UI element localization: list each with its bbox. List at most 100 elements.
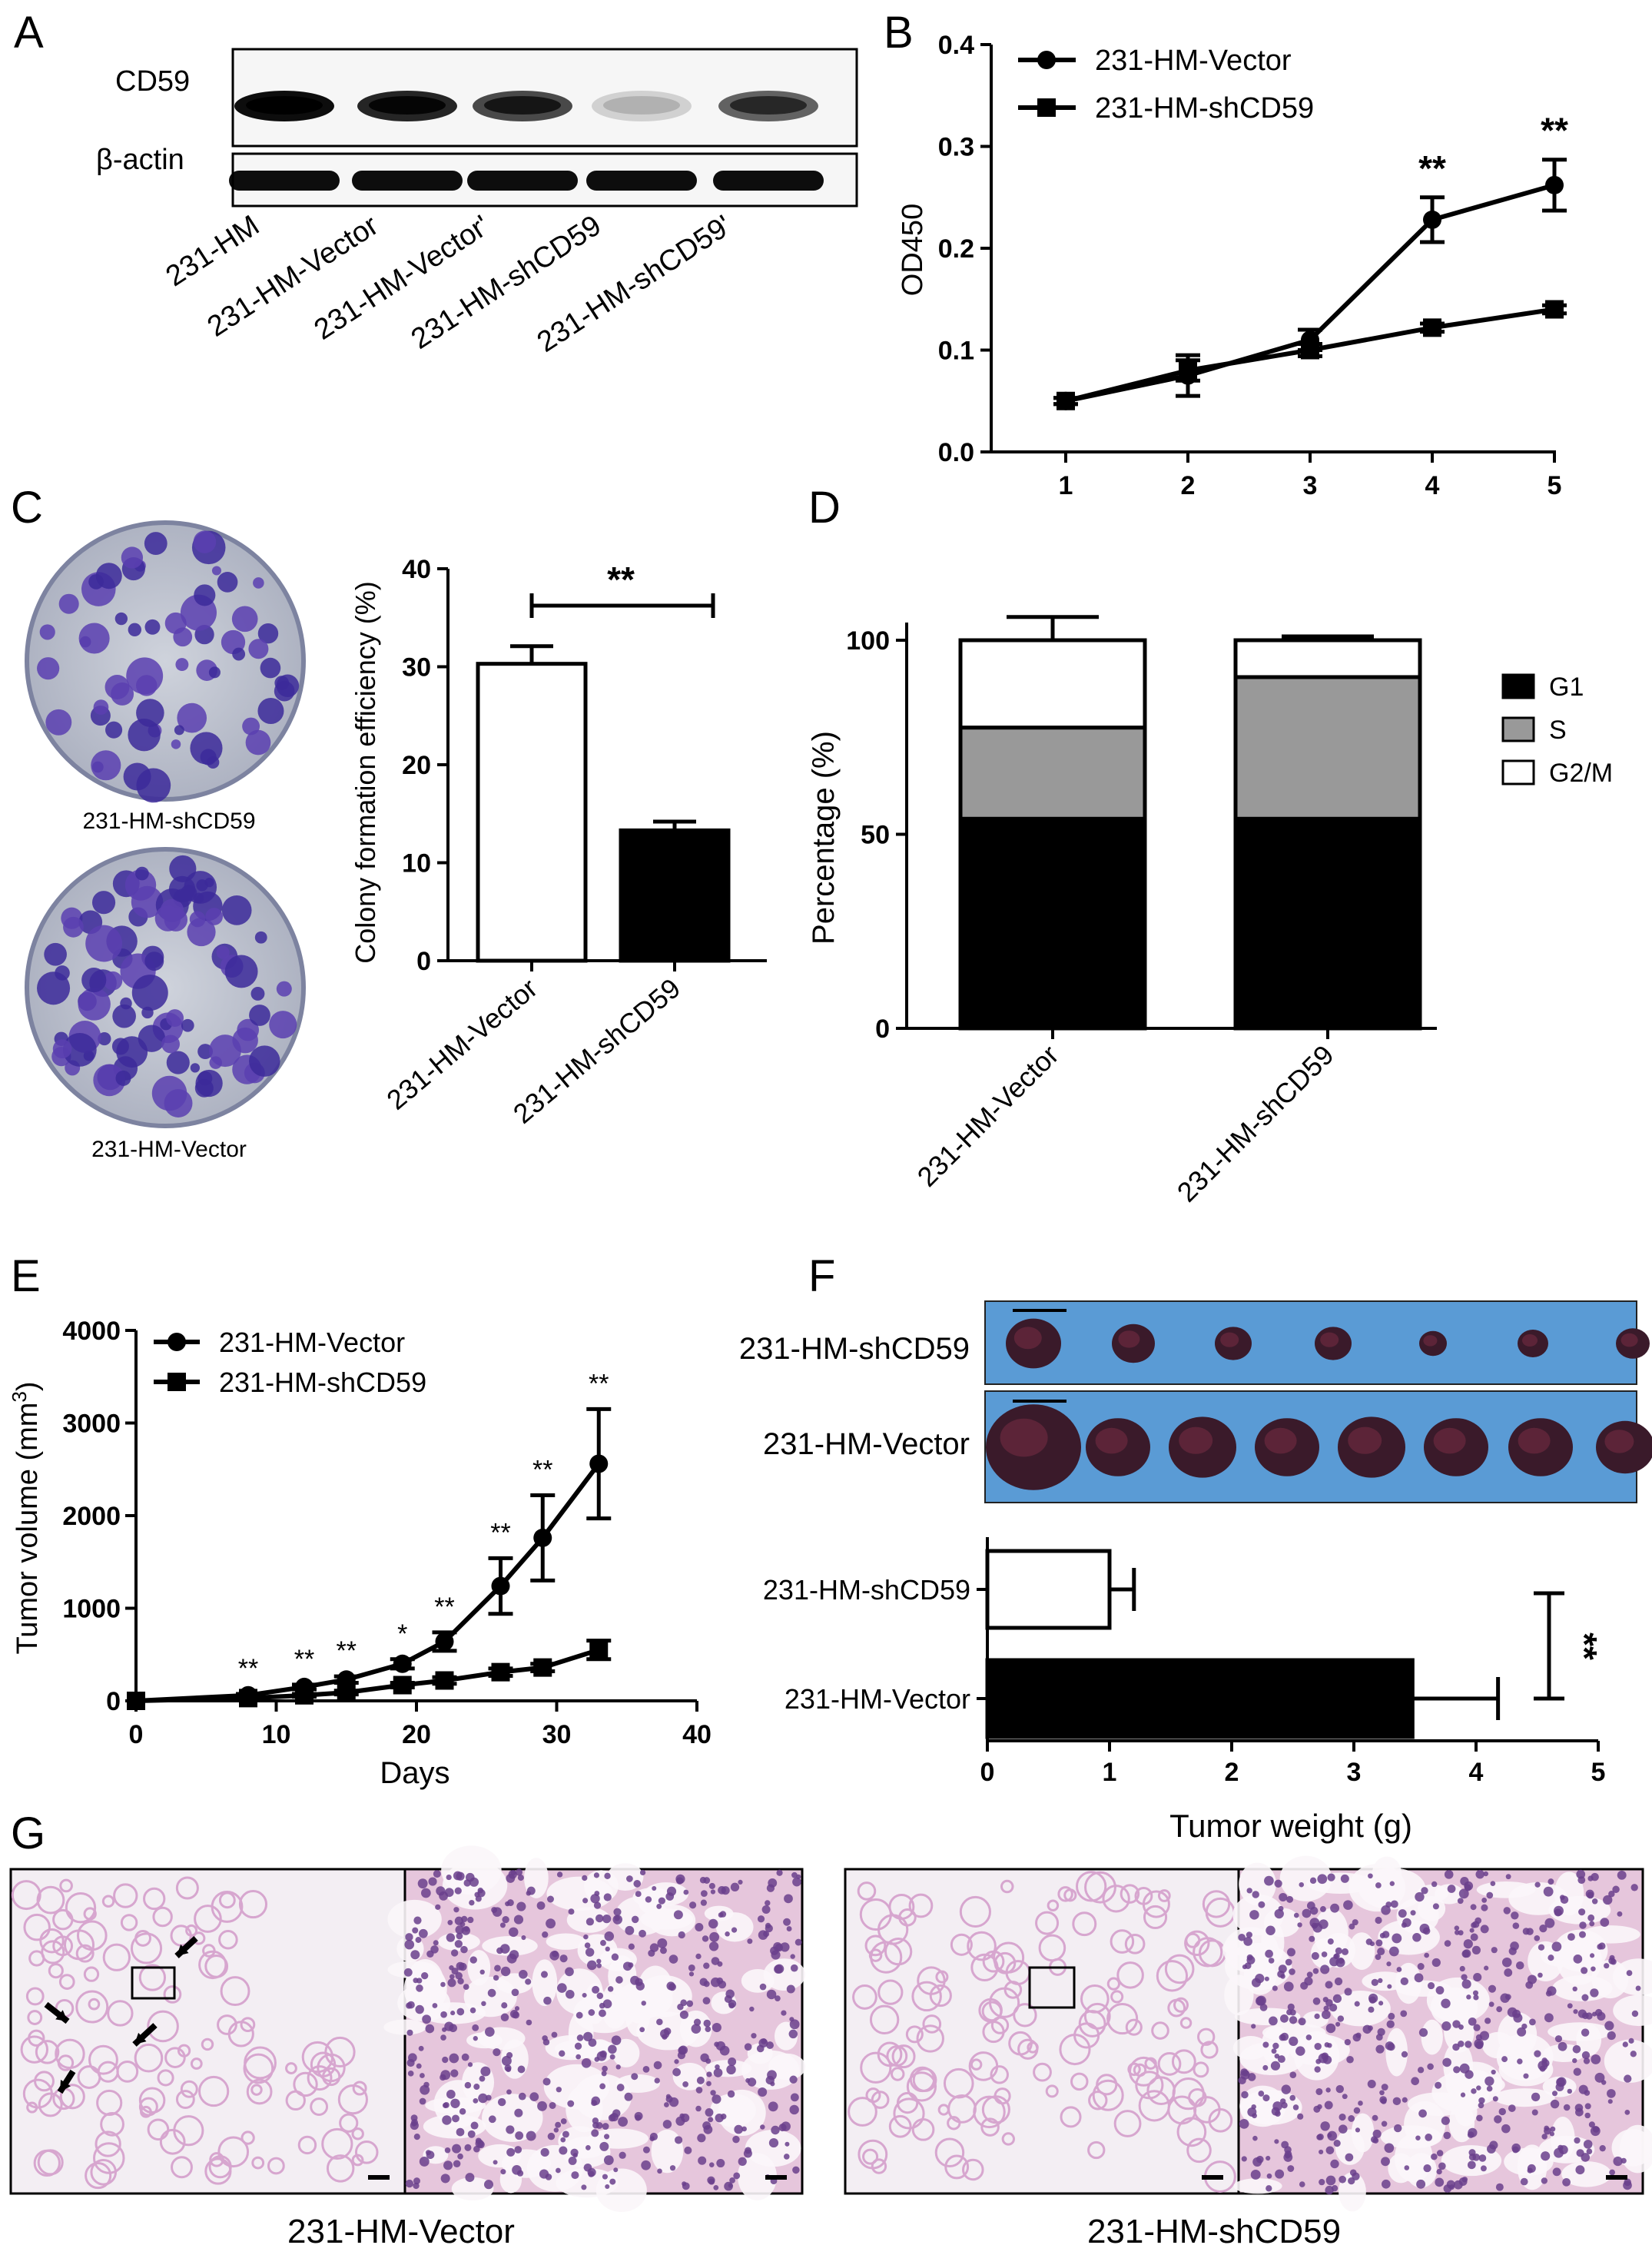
nucleus: [475, 1895, 482, 1902]
nucleus: [1427, 2063, 1434, 2071]
legend-swatch: [1501, 716, 1535, 742]
alveolus: [185, 1924, 198, 1937]
air-space: [477, 2027, 526, 2050]
nucleus: [1330, 1903, 1340, 1913]
nucleus: [1428, 1982, 1435, 1990]
y-axis-title: OD450: [897, 204, 929, 296]
nucleus: [618, 2117, 628, 2127]
legend-marker: [1037, 98, 1056, 117]
air-space: [1476, 1881, 1536, 1898]
nucleus: [708, 1882, 715, 1890]
y-axis-title: Colony formation efficiency (%): [350, 581, 381, 964]
nucleus: [1269, 2016, 1278, 2026]
nucleus: [781, 2010, 787, 2016]
nucleus: [1464, 1884, 1471, 1891]
alveolus: [92, 2142, 125, 2174]
alveolus: [55, 2038, 85, 2070]
y-tick-label: 1000: [62, 1595, 121, 1624]
alveolus: [130, 1932, 163, 1964]
nucleus: [481, 2001, 486, 2007]
nucleus: [1319, 2179, 1325, 2186]
tumor-highlight: [1118, 1330, 1140, 1348]
nucleus: [1388, 2012, 1395, 2020]
air-space: [451, 2177, 494, 2201]
nucleus: [763, 1931, 770, 1938]
colony: [85, 925, 123, 962]
alveolus: [911, 1981, 942, 2012]
nucleus: [1492, 2096, 1498, 2102]
alveolus: [1017, 2038, 1039, 2060]
nucleus: [674, 2136, 683, 2144]
colony-plate-shcd59: [25, 520, 306, 803]
chart-f: 0 1 2 3 4 5 Tumor weight (g) 231-HM-shCD59 231-H…: [763, 1537, 1605, 1844]
nucleus: [1486, 2085, 1493, 2092]
nucleus: [542, 2038, 550, 2046]
nucleus: [668, 1983, 676, 1991]
scale-bar: [368, 2175, 390, 2180]
nucleus: [1298, 2018, 1306, 2026]
nucleus: [1454, 1930, 1460, 1935]
nucleus: [1468, 2017, 1477, 2026]
alveolus: [943, 2067, 974, 2099]
nucleus: [483, 2180, 494, 2190]
nucleus: [1527, 1974, 1537, 1984]
nucleus: [1410, 1910, 1416, 1916]
alveolus: [164, 2047, 186, 2068]
nucleus: [1321, 2010, 1331, 2020]
nucleus: [1325, 1981, 1333, 1989]
nucleus: [454, 1916, 464, 1925]
nucleus: [1560, 1895, 1569, 1905]
nucleus: [1317, 1874, 1328, 1885]
nucleus: [1249, 1910, 1259, 1920]
nucleus: [1538, 1972, 1543, 1978]
nucleus: [518, 2092, 526, 2101]
nucleus: [1453, 2066, 1461, 2074]
nucleus: [706, 2081, 712, 2087]
nucleus: [467, 2062, 473, 2067]
nucleus: [1544, 1918, 1555, 1928]
nucleus: [789, 2019, 800, 2030]
alveolus: [39, 1928, 65, 1954]
nucleus: [611, 1953, 619, 1961]
colony: [248, 639, 269, 659]
nucleus: [1385, 2041, 1395, 2051]
significance-marker: **: [532, 1455, 552, 1484]
nucleus: [1604, 1963, 1610, 1969]
nucleus: [1604, 2021, 1614, 2031]
nucleus: [1344, 2038, 1351, 2046]
alveolus: [1176, 2117, 1207, 2147]
colony: [249, 1005, 270, 1026]
x-tick-label: 1: [1059, 471, 1073, 500]
tumor-highlight: [1348, 1426, 1382, 1454]
alveolus: [967, 1931, 997, 1961]
alveolus: [88, 1998, 101, 2011]
nucleus: [1382, 1931, 1390, 1938]
nucleus: [1520, 2177, 1528, 2186]
nucleus: [517, 1875, 524, 1881]
nucleus: [1573, 1954, 1583, 1964]
nucleus: [662, 2120, 672, 2129]
nucleus: [506, 1953, 517, 1964]
alveolus: [929, 1984, 952, 2008]
nucleus: [1422, 1927, 1431, 1935]
alveolus: [1186, 2137, 1212, 2164]
nucleus: [477, 1889, 486, 1898]
nucleus: [1424, 1952, 1429, 1958]
nucleus: [1287, 2003, 1295, 2011]
nucleus: [419, 2097, 426, 2105]
alveolus: [1208, 2107, 1233, 2133]
nucleus: [1342, 2094, 1348, 2100]
nucleus: [1481, 1898, 1488, 1903]
alveolus: [908, 1893, 934, 1918]
nucleus: [542, 1931, 549, 1938]
nucleus: [1478, 2154, 1487, 2162]
nucleus: [1453, 2180, 1463, 2190]
chart-d: 0 50 100 Percentage (%) 231-HM-Vector 231-HM-…: [807, 615, 1613, 1208]
nucleus: [1402, 1918, 1411, 1928]
nucleus: [1415, 1891, 1425, 1902]
nucleus: [1297, 2113, 1304, 2120]
nucleus: [695, 2105, 702, 2112]
alveolus: [138, 2087, 166, 2114]
nucleus: [1314, 2013, 1320, 2020]
